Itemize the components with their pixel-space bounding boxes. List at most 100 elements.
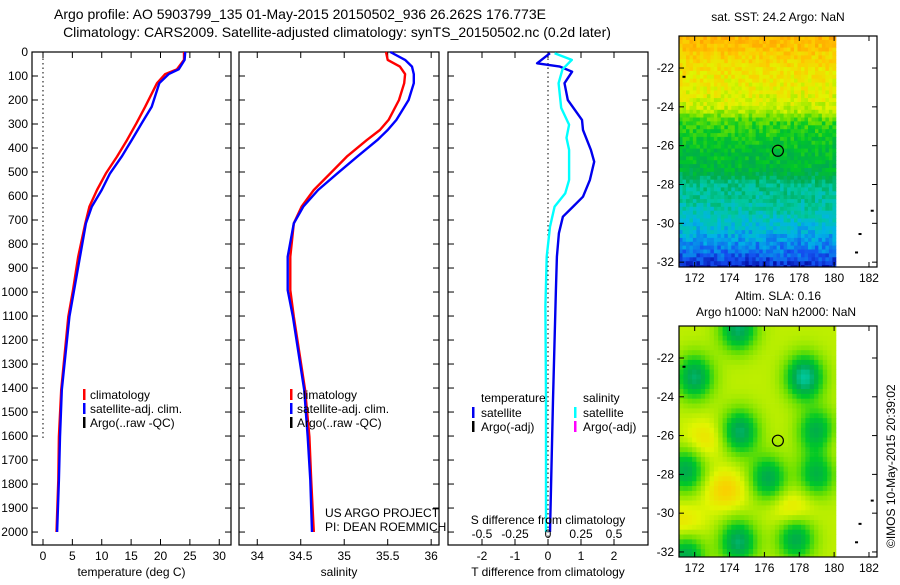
map-cell (748, 36, 753, 41)
map-cell (717, 241, 722, 247)
map-cell (741, 90, 746, 95)
map-cell (718, 442, 723, 448)
map-cell (776, 129, 781, 134)
map-cell (780, 202, 784, 208)
map-cell (720, 187, 725, 192)
map-cell (770, 427, 776, 433)
map-cell (682, 253, 687, 258)
map-cell (741, 164, 746, 169)
map-cell (757, 452, 763, 458)
map-cell (814, 520, 819, 526)
map-cell (804, 191, 809, 196)
map-cell (757, 330, 763, 336)
map-cell (787, 350, 793, 356)
map-cell (755, 129, 760, 134)
map-cell (792, 466, 798, 472)
map-cell (759, 202, 764, 208)
map-cell (832, 59, 837, 64)
map-cell (679, 82, 683, 87)
map-cell (769, 55, 774, 60)
map-cell (796, 461, 802, 467)
map-cell (731, 495, 737, 501)
map-cell (753, 427, 758, 433)
map-cell (713, 500, 719, 506)
map-cell (703, 70, 708, 76)
map-cell (776, 86, 781, 91)
map-cell (700, 364, 706, 370)
map-cell (773, 121, 777, 126)
map-cell (822, 374, 828, 380)
map-cell (724, 191, 729, 196)
map-cell (762, 90, 767, 95)
map-cell (713, 495, 719, 501)
map-cell (696, 500, 702, 506)
map-cell (727, 39, 732, 45)
map-cell (815, 210, 819, 215)
map-cell (761, 539, 767, 545)
map-cell (825, 78, 830, 83)
map-cell (821, 187, 826, 192)
map-cell (727, 129, 732, 134)
map-cell (709, 427, 715, 433)
map-cell (774, 505, 780, 511)
map-cell (828, 241, 833, 247)
map-cell (720, 98, 725, 103)
map-cell (734, 168, 739, 173)
x-tick-label: 35.5 (376, 549, 400, 563)
map-cell (797, 237, 802, 243)
map-cell (722, 389, 728, 395)
map-cell (731, 553, 737, 557)
map-cell (724, 102, 729, 107)
map-cell (717, 113, 722, 118)
map-cell (762, 241, 767, 247)
map-cell (726, 379, 732, 385)
map-cell (787, 437, 793, 443)
map-cell (692, 51, 697, 56)
map-cell (804, 94, 809, 99)
map-cell (679, 534, 684, 540)
map-cell (808, 102, 812, 107)
map-cell (814, 384, 819, 390)
map-cell (821, 78, 826, 83)
map-cell (738, 160, 743, 165)
map-cell (682, 171, 687, 177)
map-cell (713, 447, 719, 453)
map-cell (818, 222, 823, 227)
map-cell (734, 160, 739, 165)
map-cell (796, 413, 802, 419)
map-cell (755, 241, 760, 247)
map-cell (828, 148, 833, 153)
map-cell (692, 340, 697, 346)
map-cell (683, 447, 689, 453)
map-cell (734, 222, 739, 227)
map-cell (766, 505, 771, 511)
map-cell (686, 168, 690, 173)
map-cell (804, 226, 809, 231)
map-cell (794, 171, 798, 177)
map-cell (741, 117, 746, 122)
map-cell (745, 125, 750, 130)
map-cell (696, 187, 701, 192)
map-cell (796, 340, 802, 346)
map-cell (717, 206, 722, 212)
map-cell (709, 379, 715, 385)
map-cell (686, 241, 690, 247)
map-cell (748, 210, 753, 215)
map-cell (776, 234, 781, 239)
map-cell (787, 481, 793, 487)
map-cell (759, 144, 764, 149)
map-cell (822, 539, 828, 545)
map-cell (831, 408, 837, 414)
map-cell (801, 539, 806, 545)
map-cell (734, 195, 739, 200)
map-cell (686, 226, 690, 231)
map-cell (776, 55, 781, 60)
map-cell (792, 486, 798, 492)
map-cell (818, 195, 823, 200)
map-cell (769, 98, 774, 103)
map-cell (686, 214, 690, 219)
map-cell (776, 261, 781, 266)
map-cell (808, 129, 812, 134)
map-cell (679, 442, 684, 448)
map-cell (825, 222, 830, 227)
